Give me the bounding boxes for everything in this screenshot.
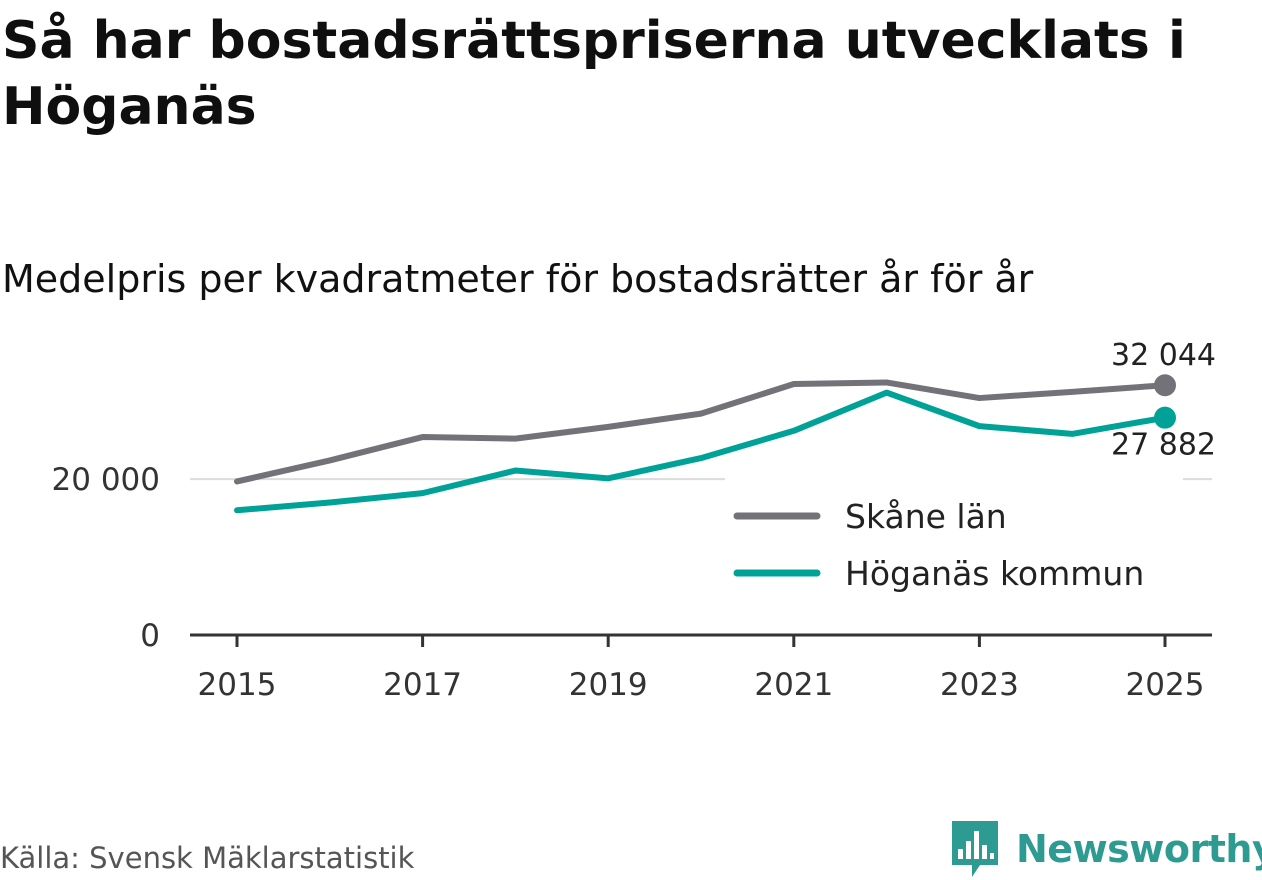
legend-label: Skåne län (845, 497, 1007, 536)
x-tick-label: 2021 (754, 667, 833, 703)
series-layer: 32 044 27 882 (234, 338, 1216, 514)
y-tick-label: 0 (140, 618, 160, 654)
series-line-höganäs-kommun (234, 389, 1168, 514)
x-tick-label: 2023 (940, 667, 1019, 703)
legend-background (725, 477, 1183, 607)
x-tick-label: 2015 (198, 667, 277, 703)
newsworthy-logo: Newsworthy (950, 818, 1262, 880)
legend: Skåne län Höganäs kommun (725, 477, 1183, 607)
chart-title: Så har bostadsrättspriserna utvecklats i… (2, 11, 1186, 137)
bar-chart-speech-icon (952, 821, 998, 877)
data-label-höganäs-kommun: 27 882 (1111, 428, 1216, 463)
line-chart: 0 20 000 2015 2017 2019 2021 2023 2025 32 044 27… (52, 338, 1216, 703)
x-tick-label: 2025 (1126, 667, 1205, 703)
legend-label: Höganäs kommun (845, 554, 1144, 593)
end-marker-skåne-län (1154, 374, 1176, 397)
x-tick-label: 2017 (383, 667, 462, 703)
source-note: Källa: Svensk Mäklarstatistik (0, 841, 415, 875)
y-tick-label: 20 000 (52, 462, 160, 498)
chart-subtitle: Medelpris per kvadratmeter för bostadsrä… (2, 257, 1034, 301)
data-label-skåne-län: 32 044 (1111, 338, 1216, 373)
x-tick-label: 2019 (569, 667, 648, 703)
series-line-skåne-län (234, 379, 1168, 485)
logo-text: Newsworthy (1016, 827, 1262, 871)
end-marker-höganäs-kommun (1154, 406, 1176, 429)
axis-layer: 0 20 000 2015 2017 2019 2021 2023 2025 (52, 462, 1212, 703)
